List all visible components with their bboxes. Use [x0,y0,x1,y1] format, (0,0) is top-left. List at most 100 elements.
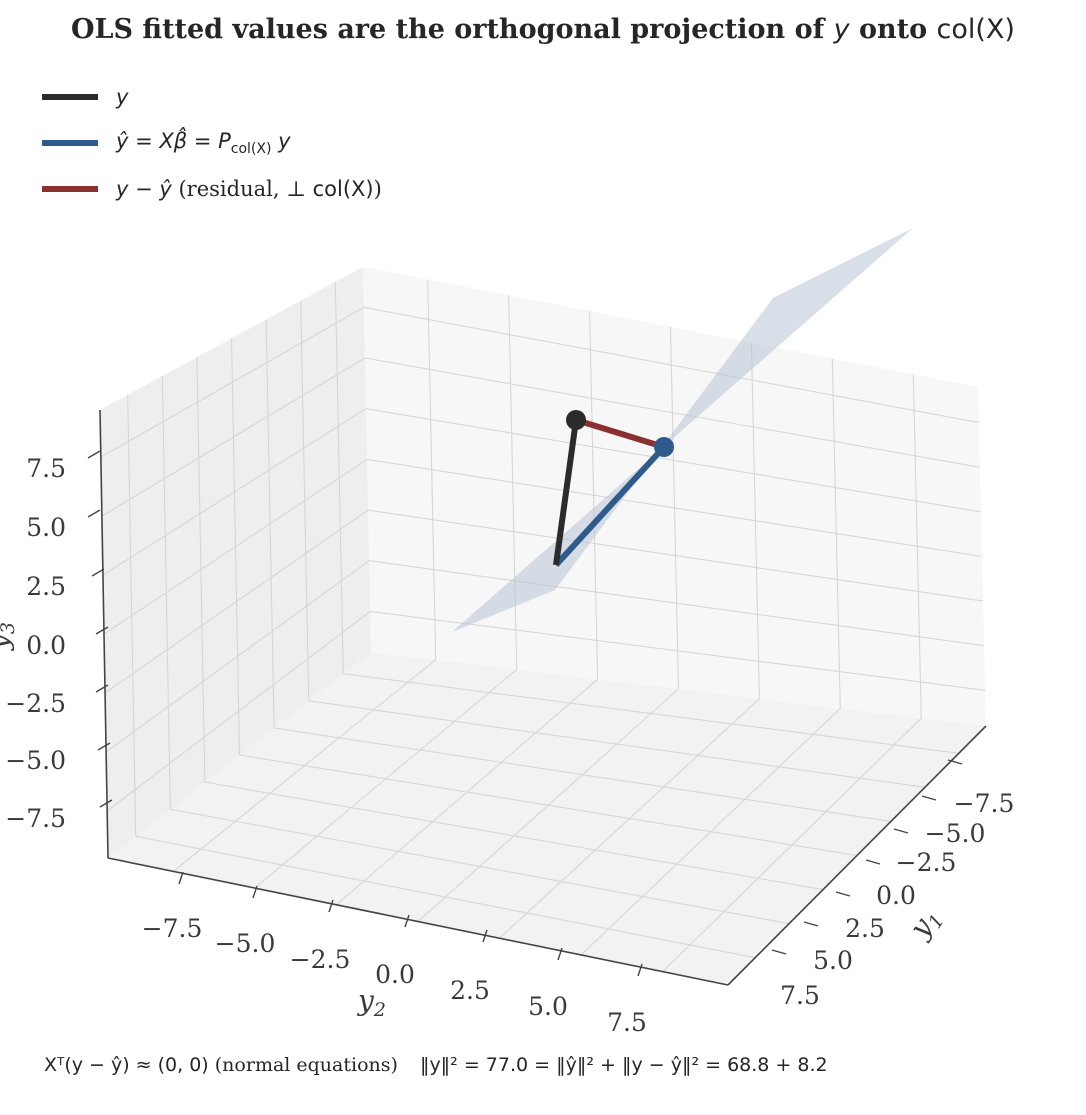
z-tick [87,509,101,518]
grid-line [102,408,367,576]
floor-pane [108,652,986,985]
z-tick [95,684,109,693]
legend-label: y [116,85,129,109]
grid-line [300,300,310,701]
y-axis-line [727,725,987,986]
y2-tick [404,914,410,928]
z-tick-label: 5.0 [26,513,66,542]
legend: y ŷ = Xβ̂ = Pcol(X) y y − ŷ (residual, ⊥ c… [42,74,382,212]
grid-line [334,281,344,674]
y1-tick-label: 5.0 [813,946,853,975]
normal-equations-note: (normal equations) [208,1054,398,1076]
grid-line [265,319,275,728]
grid-line [101,357,366,517]
plane-surface [452,228,913,632]
axis-label-y2-sub: 2 [373,999,386,1021]
y2-tick [557,947,563,961]
axis-label-y2-main: y [356,984,375,1017]
chart-title: OLS fitted values are the orthogonal pro… [71,14,1015,45]
y2-tick-label: −2.5 [290,945,351,974]
y1-tick-label: 7.5 [780,981,820,1010]
z-tick [97,742,111,751]
legend-label: y − ŷ (residual, ⊥ col(X)) [116,177,382,201]
axis-label-y3-sub: 3 [0,622,19,634]
legend-item-yhat: ŷ = Xβ̂ = Pcol(X) y [42,120,382,166]
grid-line [750,342,760,699]
y2-tick-label: 5.0 [528,992,568,1021]
z-tick-label: −2.5 [5,689,66,718]
grid-line [364,357,980,468]
vector-residual [575,417,665,450]
legend-swatch [42,186,98,192]
legend-label: ŷ = Xβ̂ = Pcol(X) y [116,128,291,158]
axis-label-y3: y3 [0,622,19,652]
legend-item-y: y [42,74,382,120]
y1-tick-label: −7.5 [954,789,1015,818]
tick-marks [87,450,963,977]
grid-line [499,698,760,939]
grid-lines [100,279,986,972]
grid-line [239,754,858,857]
y2-tick [252,885,258,899]
vector-yhat [553,444,667,568]
axis-edges [99,409,987,986]
vector-y [553,419,579,566]
y1-tick-label: −5.0 [925,819,986,848]
y2-tick [637,963,643,977]
y1-tick [771,949,787,955]
grid-line [363,306,979,424]
point-yhat [654,437,674,457]
z-tick-label: −7.5 [5,804,66,833]
z-tick-label: 7.5 [26,454,66,483]
grid-line [308,700,925,788]
grid-line [274,727,891,822]
y2-tick [328,899,334,913]
legend-swatch [42,94,98,100]
z-tick-label: −5.0 [5,746,66,775]
axis-label-y2: y2 [356,984,386,1021]
x-axis-line [107,857,729,986]
normal-equations: Xᵀ(y − ŷ) ≈ (0, 0) [44,1054,209,1076]
y1-tick [865,859,881,865]
y2-tick-label: 0.0 [375,960,415,989]
grid-line [831,358,841,709]
y2-tick-label: 2.5 [450,976,490,1005]
y1-tick [921,795,937,801]
grid-line [662,717,922,972]
y1-tick-label: −2.5 [896,848,957,877]
grid-line [365,408,981,513]
point-y [566,410,586,430]
y2-tick-label: 7.5 [607,1008,647,1037]
z-tick-label: 0.0 [26,631,66,660]
y1-tick [893,828,909,834]
y1-tick [803,921,819,927]
z-tick [99,799,113,808]
axis-panes [100,266,986,985]
grid-line [103,458,368,635]
vectors [553,410,674,568]
z-tick-label: 2.5 [26,572,66,601]
legend-swatch [42,140,98,146]
column-space-plane [452,228,913,632]
y1-tick [947,759,963,765]
footer-note: Xᵀ(y − ŷ) ≈ (0, 0) (normal equations) ‖y‖… [44,1054,828,1076]
y2-tick-label: −5.0 [215,929,276,958]
y1-tick-label: 0.0 [876,881,916,910]
z-tick [87,450,101,459]
plot-area: 7.5 −7.5 −7.5 5.0 −5.0 −5.0 2.5 −2.5 −2.5 0.0 0.0 0… [0,228,1014,1037]
y1-tick [835,891,851,897]
grid-line [343,673,959,754]
y1-tick-label: 2.5 [845,914,885,943]
y2-tick-label: −7.5 [142,914,203,943]
y2-tick [482,929,488,943]
z-tick [95,626,109,635]
grid-line [580,708,841,956]
axis-labels: 7.5 −7.5 −7.5 5.0 −5.0 −5.0 2.5 −2.5 −2.5 0.0 0.0 0… [0,454,1014,1037]
y2-tick [178,871,184,885]
grid-line [366,458,983,558]
axis-label-y3-main: y [0,633,15,652]
grid-line [912,374,922,719]
norm-decomposition: ‖y‖² = 77.0 = ‖ŷ‖² + ‖y − ŷ‖² = 68.8 + 8… [419,1054,828,1076]
legend-item-residual: y − ŷ (residual, ⊥ col(X)) [42,166,382,212]
grid-line [100,306,365,458]
